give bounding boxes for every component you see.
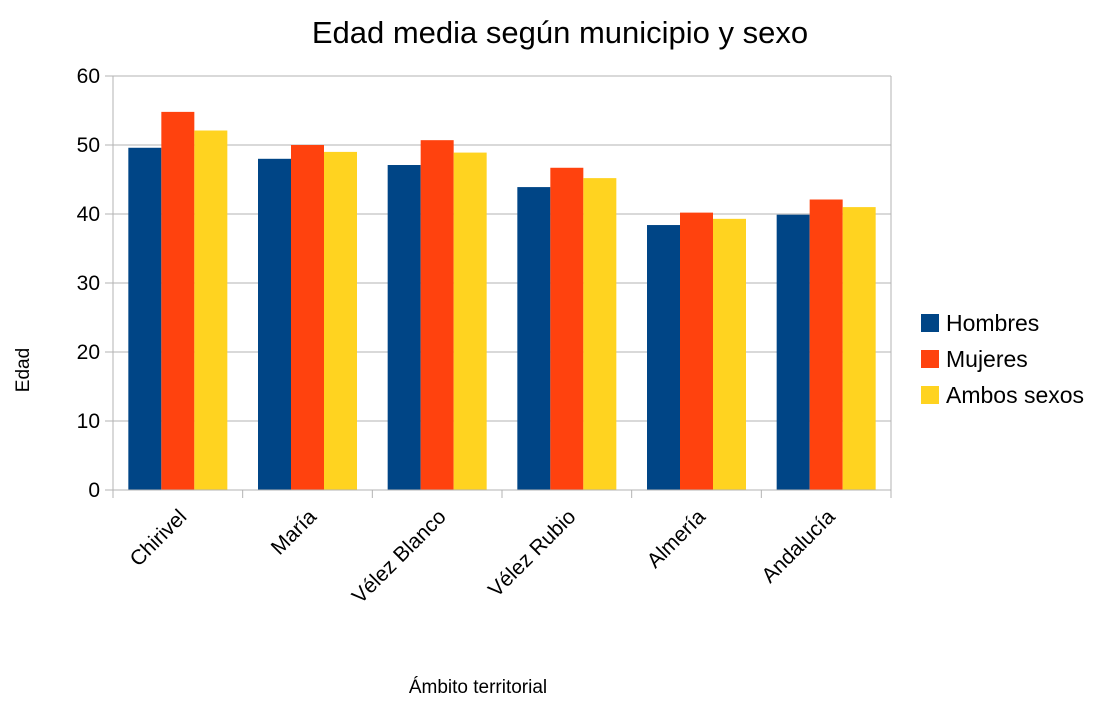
legend-swatch [921, 350, 939, 368]
x-tick-label: Chirivel [126, 505, 192, 571]
legend-swatch [921, 386, 939, 404]
bar-ambos-sexos [453, 152, 487, 490]
x-tick-label: Vélez Blanco [348, 505, 451, 608]
bar-hombres [517, 187, 551, 490]
y-axis-title: Edad [13, 348, 34, 392]
bar-mujeres [291, 145, 324, 490]
y-tick-label: 10 [77, 410, 100, 433]
y-tick-label: 40 [77, 203, 100, 226]
gridlines [113, 75, 891, 422]
x-tick-label: Vélez Rubio [484, 505, 580, 601]
x-tick-label: Almería [643, 505, 711, 573]
bar-ambos-sexos [842, 207, 876, 490]
legend-label: Hombres [946, 310, 1039, 336]
bar-mujeres [809, 199, 843, 490]
axes [105, 75, 892, 498]
y-tick-label: 20 [77, 341, 100, 364]
chart-title: Edad media según municipio y sexo [312, 15, 808, 50]
bar-ambos-sexos [324, 151, 357, 490]
x-axis-title: Ámbito territorial [409, 677, 547, 698]
bar-hombres [258, 158, 291, 491]
bar-hombres [776, 214, 810, 490]
legend-label: Ambos sexos [946, 382, 1084, 408]
bar-mujeres [680, 212, 713, 490]
x-tick-label: María [267, 505, 321, 559]
bar-ambos-sexos [583, 178, 617, 490]
bar-ambos-sexos [713, 218, 746, 490]
bar-hombres [387, 165, 421, 490]
y-tick-label: 60 [77, 65, 100, 88]
bar-ambos-sexos [194, 130, 228, 490]
bar-mujeres [420, 140, 454, 491]
bar-hombres [647, 225, 680, 491]
bars [128, 111, 876, 491]
bar-mujeres [550, 167, 584, 490]
legend-label: Mujeres [946, 346, 1028, 372]
legend-swatch [921, 314, 939, 332]
y-tick-label: 0 [88, 479, 100, 502]
bar-mujeres [161, 111, 195, 490]
legend: Hombres Mujeres Ambos sexos [921, 310, 1084, 408]
bar-hombres [128, 147, 162, 490]
y-tick-label: 50 [77, 134, 100, 157]
y-tick-label: 30 [77, 272, 100, 295]
x-tick-label: Andalucía [757, 505, 840, 588]
